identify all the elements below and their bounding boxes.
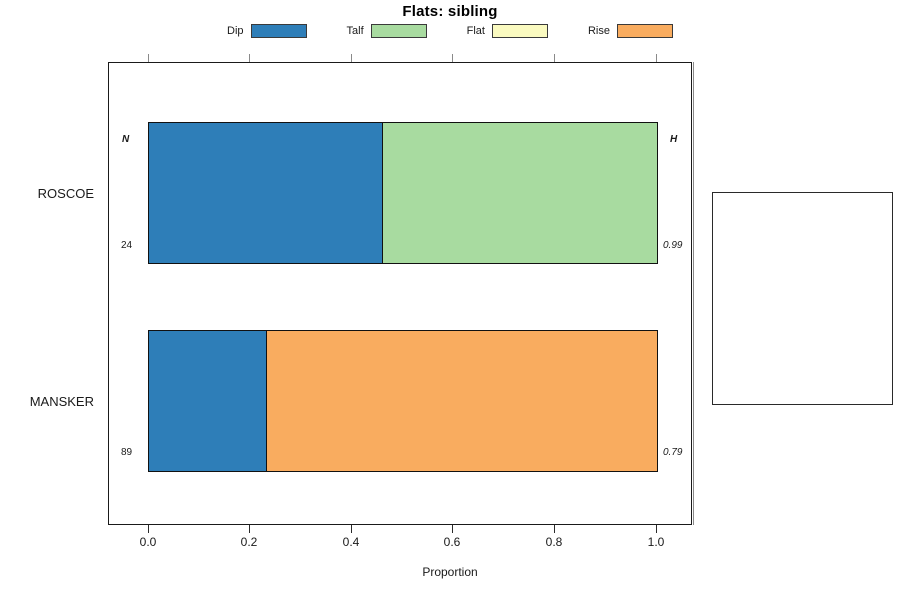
x-tick-2 [351, 525, 352, 533]
legend-item-rise[interactable]: Rise [588, 24, 673, 38]
row-label-roscoe: ROSCOE [37, 186, 94, 201]
x-tick-5 [656, 525, 657, 533]
x-tick-4 [554, 525, 555, 533]
chart-legend: Dip Talf Flat Rise [0, 24, 900, 38]
top-tick-1 [249, 54, 250, 62]
legend-label-rise: Rise [587, 25, 610, 37]
plot-frame [108, 62, 692, 525]
legend-swatch-dip [250, 24, 307, 38]
legend-label-flat: Flat [466, 25, 485, 37]
legend-swatch-flat [491, 24, 548, 38]
top-tick-2 [351, 54, 352, 62]
legend-label-dip: Dip [227, 25, 244, 37]
top-tick-0 [148, 54, 149, 62]
legend-item-dip[interactable]: Dip [227, 24, 307, 38]
x-ticklabel-1: 0.2 [240, 535, 258, 549]
top-tick-4 [554, 54, 555, 62]
page-title: Flats: sibling [402, 3, 498, 20]
side-divider [693, 62, 694, 525]
x-ticklabel-0: 0.0 [139, 535, 157, 549]
legend-swatch-talf [370, 24, 427, 38]
top-tick-5 [656, 54, 657, 62]
x-tick-1 [249, 525, 250, 533]
top-tick-3 [452, 54, 453, 62]
x-axis-label: Proportion [422, 565, 478, 579]
legend-item-flat[interactable]: Flat [467, 24, 548, 38]
side-panel-box [712, 192, 893, 405]
legend-item-talf[interactable]: Talf [347, 24, 427, 38]
x-ticklabel-5: 1.0 [647, 535, 665, 549]
legend-swatch-rise [617, 24, 673, 38]
x-ticklabel-3: 0.6 [443, 535, 461, 549]
x-ticklabel-2: 0.4 [342, 535, 360, 549]
legend-label-talf: Talf [346, 25, 364, 37]
row-label-mansker: MANSKER [29, 394, 94, 409]
x-tick-0 [148, 525, 149, 533]
x-tick-3 [452, 525, 453, 533]
x-ticklabel-4: 0.8 [545, 535, 563, 549]
